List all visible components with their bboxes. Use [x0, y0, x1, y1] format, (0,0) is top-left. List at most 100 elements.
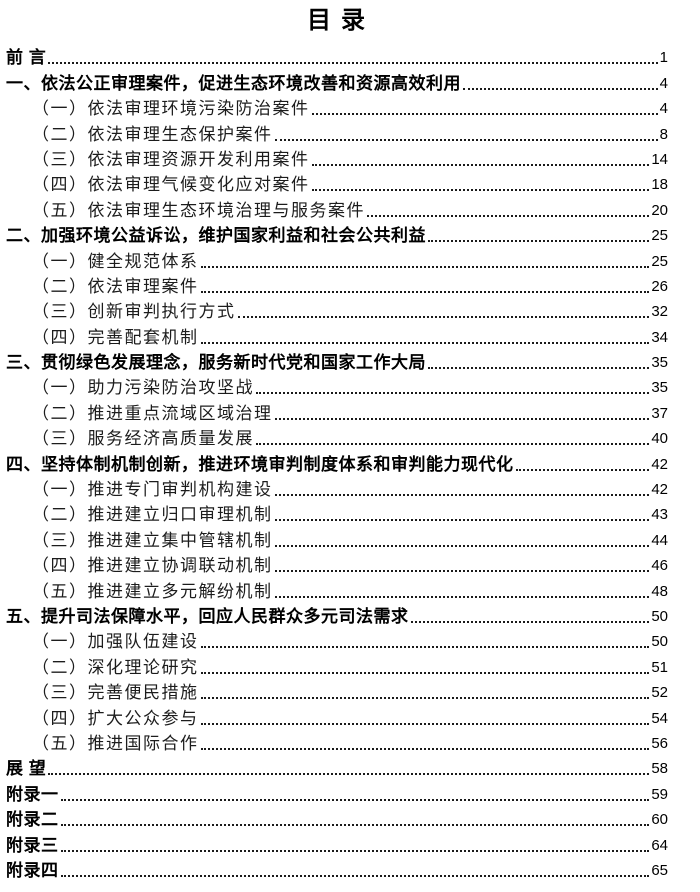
toc-entry[interactable]: （五）依法审理生态环境治理与服务案件 20 — [6, 196, 668, 221]
toc-page-number: 58 — [651, 760, 668, 778]
toc-page-number: 46 — [651, 557, 668, 575]
toc-page-number: 4 — [659, 74, 668, 92]
toc-entry[interactable]: （一）健全规范体系 25 — [6, 247, 668, 272]
dot-leader — [48, 773, 650, 776]
toc-entry[interactable]: （一）依法审理环境污染防治案件 4 — [6, 95, 668, 120]
toc-page-number: 42 — [651, 481, 668, 499]
toc-entry-label: （二）依法审理生态保护案件 — [32, 124, 273, 144]
toc-page-number: 48 — [651, 582, 668, 600]
toc-entry-label: （二）依法审理案件 — [32, 276, 199, 296]
toc-entry[interactable]: 前 言 1 — [6, 44, 668, 69]
toc-page-number: 4 — [659, 100, 668, 118]
toc-entry[interactable]: （四）完善配套机制 34 — [6, 323, 668, 348]
dot-leader — [200, 697, 650, 700]
toc-entry[interactable]: （四）扩大公众参与 54 — [6, 704, 668, 729]
toc-entry-label: （三）推进建立集中管辖机制 — [32, 530, 273, 550]
toc-page-number: 20 — [651, 201, 668, 219]
dot-leader — [311, 163, 650, 166]
toc-entry-label: （三）依法审理资源开发利用案件 — [32, 149, 310, 169]
toc-entry[interactable]: （三）完善便民措施 52 — [6, 679, 668, 704]
toc-entry[interactable]: （二）推进建立归口审理机制 43 — [6, 501, 668, 526]
toc-entry-label: 一、依法公正审理案件，促进生态环境改善和资源高效利用 — [6, 73, 461, 93]
toc-page-number: 65 — [651, 861, 668, 879]
dot-leader — [200, 722, 650, 725]
toc-entry[interactable]: 二、加强环境公益诉讼，维护国家利益和社会公共利益 25 — [6, 222, 668, 247]
toc-entry-label: （一）健全规范体系 — [32, 251, 199, 271]
toc-entry-label: 五、提升司法保障水平，回应人民群众多元司法需求 — [6, 606, 409, 626]
toc-entry[interactable]: （二）依法审理案件 26 — [6, 273, 668, 298]
toc-entry[interactable]: （五）推进国际合作 56 — [6, 730, 668, 755]
toc-page-number: 32 — [651, 303, 668, 321]
toc-entry[interactable]: 五、提升司法保障水平，回应人民群众多元司法需求 50 — [6, 603, 668, 628]
toc-entry[interactable]: （三）依法审理资源开发利用案件 14 — [6, 146, 668, 171]
toc-page-number: 40 — [651, 430, 668, 448]
toc-entry-label: 附录二 — [6, 810, 59, 830]
toc-entry-label: （二）深化理论研究 — [32, 657, 199, 677]
toc-entry[interactable]: （三）推进建立集中管辖机制 44 — [6, 526, 668, 551]
toc-entry[interactable]: 附录三 64 — [6, 831, 668, 856]
dot-leader — [428, 367, 650, 370]
toc-entry[interactable]: 三、贯彻绿色发展理念，服务新时代党和国家工作大局 35 — [6, 349, 668, 374]
toc-entry-label: （五）推进建立多元解纷机制 — [32, 581, 273, 601]
toc-page-number: 59 — [651, 785, 668, 803]
page-title: 目 录 — [307, 8, 367, 34]
dot-leader — [274, 519, 650, 522]
toc-page-number: 8 — [659, 125, 668, 143]
toc-page-number: 50 — [651, 633, 668, 651]
dot-leader — [274, 138, 658, 141]
toc-page-number: 52 — [651, 684, 668, 702]
toc-page-number: 56 — [651, 734, 668, 752]
toc-page-number: 54 — [651, 709, 668, 727]
toc-page-number: 25 — [651, 252, 668, 270]
dot-leader — [274, 544, 650, 547]
toc-entry[interactable]: 四、坚持体制机制创新，推进环境审判制度体系和审判能力现代化 42 — [6, 450, 668, 475]
toc-entry[interactable]: （二）推进重点流域区域治理 37 — [6, 399, 668, 424]
toc-entry-label: 展 望 — [6, 759, 47, 779]
toc-entry-label: 前 言 — [6, 48, 47, 68]
dot-leader — [274, 494, 650, 497]
toc-page-number: 44 — [651, 531, 668, 549]
toc-entry[interactable]: （一）加强队伍建设 50 — [6, 628, 668, 653]
toc-page-number: 25 — [651, 227, 668, 245]
dot-leader — [311, 189, 650, 192]
dot-leader — [60, 824, 650, 827]
toc-entry[interactable]: 展 望 58 — [6, 755, 668, 780]
toc-entry-label: 四、坚持体制机制创新，推进环境审判制度体系和审判能力现代化 — [6, 454, 514, 474]
toc-entry[interactable]: （一）推进专门审判机构建设 42 — [6, 476, 668, 501]
dot-leader — [274, 570, 650, 573]
toc-entry[interactable]: （一）助力污染防治攻坚战 35 — [6, 374, 668, 399]
toc-entry[interactable]: （四）推进建立协调联动机制 46 — [6, 552, 668, 577]
dot-leader — [60, 874, 650, 877]
toc-entry-label: 二、加强环境公益诉讼，维护国家利益和社会公共利益 — [6, 226, 426, 246]
toc-entry[interactable]: （二）依法审理生态保护案件 8 — [6, 120, 668, 145]
toc-entry[interactable]: 一、依法公正审理案件，促进生态环境改善和资源高效利用 4 — [6, 69, 668, 94]
toc-entry-label: （三）创新审判执行方式 — [32, 302, 236, 322]
dot-leader — [200, 265, 650, 268]
toc-entry[interactable]: （二）深化理论研究 51 — [6, 653, 668, 678]
dot-leader — [463, 87, 658, 90]
dot-leader — [60, 849, 650, 852]
toc-entry-label: （四）推进建立协调联动机制 — [32, 556, 273, 576]
toc-entry[interactable]: （五）推进建立多元解纷机制 48 — [6, 577, 668, 602]
toc-entry-label: （五）依法审理生态环境治理与服务案件 — [32, 200, 365, 220]
toc-entry-label: 附录三 — [6, 835, 59, 855]
dot-leader — [256, 392, 650, 395]
toc-entry[interactable]: 附录四 65 — [6, 857, 668, 882]
dot-leader — [200, 671, 650, 674]
dot-leader — [515, 468, 650, 471]
dot-leader — [200, 646, 650, 649]
toc-page-number: 60 — [651, 811, 668, 829]
toc-entry-label: （四）依法审理气候变化应对案件 — [32, 175, 310, 195]
toc-page-number: 64 — [651, 836, 668, 854]
toc-entry[interactable]: （三）服务经济高质量发展 40 — [6, 425, 668, 450]
dot-leader — [256, 443, 650, 446]
toc-entry-label: （三）完善便民措施 — [32, 683, 199, 703]
toc-entry[interactable]: （四）依法审理气候变化应对案件 18 — [6, 171, 668, 196]
dot-leader — [311, 113, 658, 116]
toc-entry[interactable]: 附录一 59 — [6, 780, 668, 805]
toc-entry[interactable]: （三）创新审判执行方式 32 — [6, 298, 668, 323]
dot-leader — [200, 747, 650, 750]
dot-leader — [60, 798, 650, 801]
toc-entry[interactable]: 附录二 60 — [6, 806, 668, 831]
toc-page-number: 50 — [651, 607, 668, 625]
